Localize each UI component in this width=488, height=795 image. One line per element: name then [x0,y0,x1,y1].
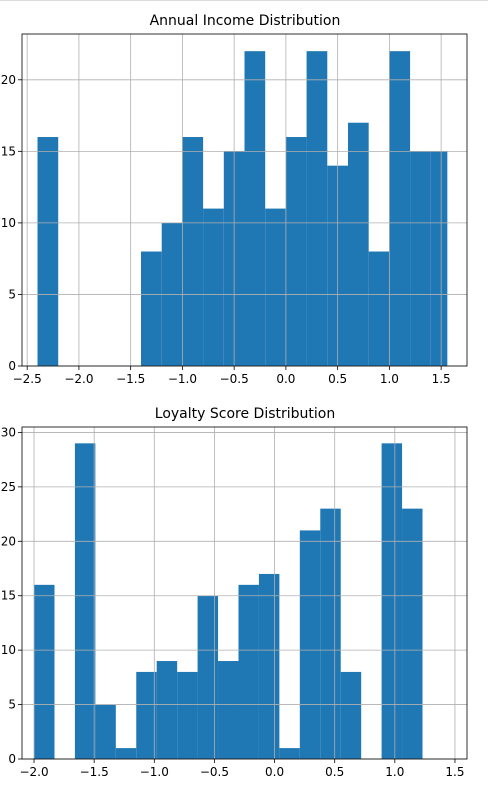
histogram-bar [34,584,55,759]
histogram-bar [258,573,280,759]
histogram-bar [381,443,403,759]
histogram-bar [389,51,411,367]
histogram-bar [347,122,369,366]
histogram-bar [430,151,448,366]
x-tick-label: 1.5 [432,372,451,386]
histogram-bar [218,661,239,759]
x-tick-label: −0.5 [200,765,229,779]
histogram-bar [410,151,431,366]
histogram-bar [141,251,162,366]
x-tick-label: 0.0 [276,372,295,386]
y-tick-label: 10 [1,643,16,657]
histogram-bar [115,748,137,759]
x-tick-label: 1.0 [380,372,399,386]
x-tick-label: −2.0 [19,765,48,779]
y-tick-label: 10 [1,216,16,230]
y-tick-label: 20 [1,73,16,87]
plot-frame [21,33,468,367]
histogram-bar [156,661,178,759]
chart-title: Annual Income Distribution [150,13,341,29]
x-tick-label: 0.5 [328,372,347,386]
histogram-bar [285,137,307,366]
histogram-bar [402,508,423,759]
histogram-bar [306,51,328,367]
annual-income-chart: Annual Income Distribution −2.5 −2.0 −1.5 −… [1,13,468,386]
histogram-bar [265,208,286,366]
x-tick-label: −0.5 [220,372,249,386]
plot-frame [21,426,468,760]
histogram-bar [136,671,157,759]
y-tick-label: 30 [1,425,16,439]
loyalty-score-chart: Loyalty Score Distribution −2.0 −1.5 −1.0 −… [1,406,468,779]
y-tick-label: 5 [8,698,16,712]
histogram-bar [320,508,341,759]
histogram-bar [279,748,300,759]
y-tick-label: 0 [8,752,16,766]
histogram-bar [182,137,204,366]
chart-title: Loyalty Score Distribution [155,406,335,422]
x-tick-label: 1.5 [445,765,464,779]
histogram-bar [197,595,219,759]
x-tick-label: 1.0 [385,765,404,779]
histogram-bar [238,584,259,759]
x-tick-label: 0.5 [325,765,344,779]
histogram-bar [368,251,390,366]
y-tick-label: 0 [8,359,16,373]
x-tick-label: 0.0 [265,765,284,779]
y-tick-label: 5 [8,287,16,301]
top-border [0,0,488,1]
x-tick-label: −2.0 [64,372,93,386]
histogram-bar [177,671,198,759]
histogram-bar [299,530,321,759]
histogram-bar [244,51,266,367]
histogram-bar [340,671,362,759]
histogram-bar [95,704,116,759]
y-tick-label: 15 [1,144,16,158]
y-tick-label: 20 [1,534,16,548]
x-tick-label: −2.5 [13,372,42,386]
y-tick-label: 15 [1,589,16,603]
histogram-bar [203,208,224,366]
x-tick-label: −1.0 [168,372,197,386]
histogram-bar [74,443,96,759]
x-tick-label: −1.5 [80,765,109,779]
x-tick-label: −1.0 [140,765,169,779]
y-tick-label: 25 [1,480,16,494]
histogram-bar [37,137,59,366]
x-tick-label: −1.5 [116,372,145,386]
